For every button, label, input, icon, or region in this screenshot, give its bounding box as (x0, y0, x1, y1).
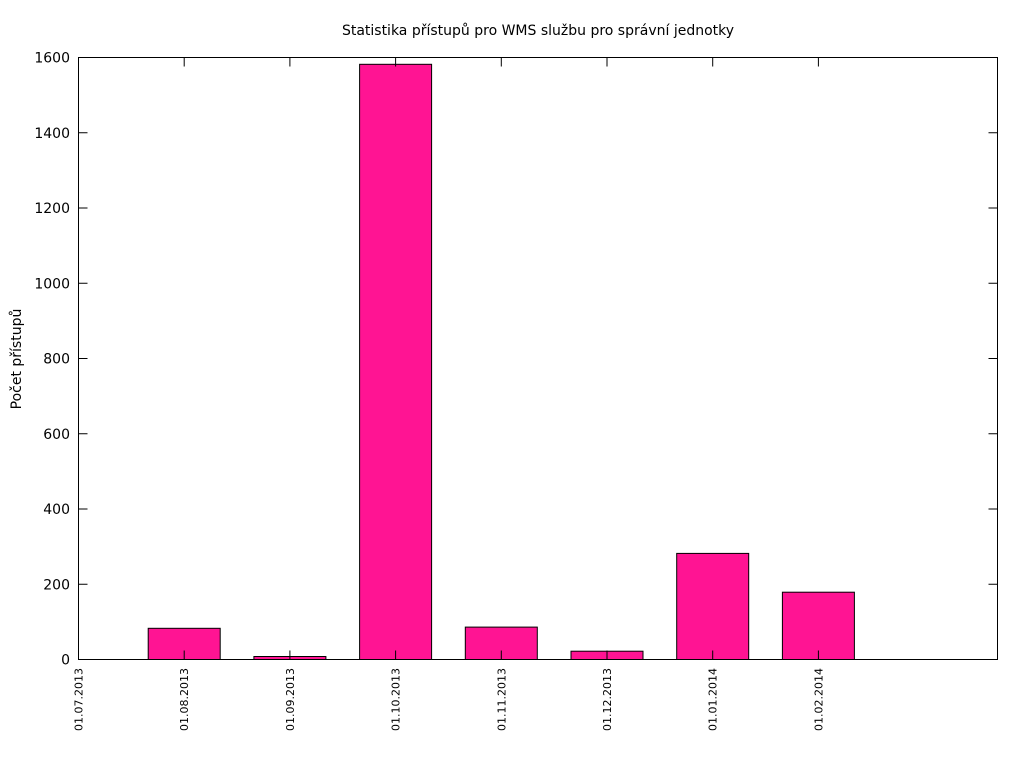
y-tick-label-7: 1400 (34, 126, 70, 142)
y-tick-label-0: 0 (61, 653, 70, 669)
x-tick-label-5: 01.12.2013 (601, 668, 614, 731)
y-tick-label-5: 1000 (34, 276, 70, 292)
bar-6 (676, 552, 750, 661)
bar-7 (781, 591, 855, 661)
x-tick-label-4: 01.11.2013 (495, 668, 508, 731)
y-tick-label-1: 200 (43, 577, 70, 593)
y-tick-label-4: 800 (43, 352, 70, 368)
x-tick-label-1: 01.08.2013 (178, 668, 191, 731)
y-axis-ticks: 0 200 400 600 800 1000 1200 1400 1600 (34, 51, 998, 669)
x-tick-label-7: 01.02.2014 (812, 668, 825, 731)
y-tick-label-6: 1200 (34, 201, 70, 217)
x-tick-label-0: 01.07.2013 (73, 668, 86, 731)
x-tick-label-6: 01.01.2014 (707, 668, 720, 731)
x-axis-ticks: 01.07.2013 01.08.2013 01.09.2013 01.10.2013… (73, 57, 825, 731)
y-axis-label: Počet přístupů (9, 309, 25, 410)
x-tick-label-2: 01.09.2013 (284, 668, 297, 731)
bar-3 (359, 63, 433, 661)
y-tick-label-3: 600 (43, 427, 70, 443)
chart-title: Statistika přístupů pro WMS službu pro s… (342, 23, 734, 39)
plot-frame (78, 57, 998, 660)
bars-group (147, 63, 855, 661)
x-tick-label-3: 01.10.2013 (390, 668, 403, 731)
y-tick-label-2: 400 (43, 502, 70, 518)
y-tick-label-8: 1600 (34, 51, 70, 67)
